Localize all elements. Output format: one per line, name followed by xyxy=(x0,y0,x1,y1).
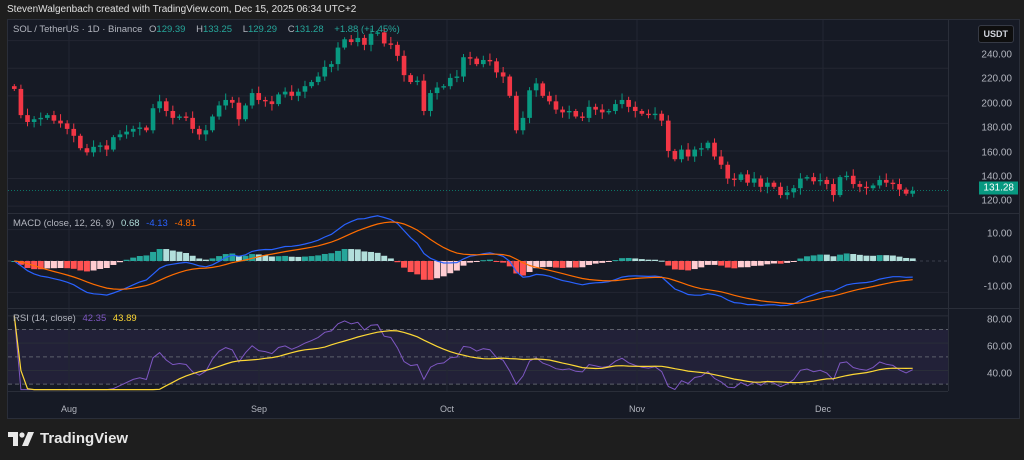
tradingview-logo[interactable]: TradingView xyxy=(8,430,128,447)
price-tick: 200.00 xyxy=(981,98,1012,110)
open-label: O xyxy=(149,24,157,35)
macd-chart xyxy=(8,214,948,308)
rsi-tick: 60.00 xyxy=(986,341,1012,353)
close-label: C xyxy=(287,24,295,35)
macd-tick: -10.00 xyxy=(983,281,1012,293)
low-value: 129.29 xyxy=(247,24,278,35)
macd-pane[interactable]: MACD (close, 12, 26, 9) 0.68 -4.13 -4.81 xyxy=(8,214,948,308)
candlestick-chart[interactable] xyxy=(8,20,948,213)
rsi-tick: 40.00 xyxy=(986,368,1012,380)
rsi-value: 42.35 xyxy=(82,313,107,324)
open-value: 129.39 xyxy=(156,24,186,35)
price-tick: 120.00 xyxy=(981,195,1012,207)
rsi-axis[interactable]: 80.00 60.00 40.00 xyxy=(948,309,1020,391)
macd-axis[interactable]: 10.00 0.00 -10.00 xyxy=(948,214,1020,308)
rsi-ma-value: 43.89 xyxy=(112,313,137,324)
close-value: 131.28 xyxy=(294,24,324,35)
currency-button[interactable]: USDT xyxy=(977,25,1014,43)
macd-title: MACD (close, 12, 26, 9) xyxy=(13,218,115,229)
pane-divider[interactable] xyxy=(8,213,1019,214)
macd-value: -4.13 xyxy=(146,218,168,229)
time-axis[interactable]: Aug Sep Oct Nov Dec xyxy=(8,392,948,418)
macd-legend: MACD (close, 12, 26, 9) 0.68 -4.13 -4.81 xyxy=(13,218,200,229)
rsi-pane[interactable]: RSI (14, close) 42.35 43.89 xyxy=(8,309,948,391)
symbol-legend: SOL / TetherUS · 1D · Binance O129.39 H1… xyxy=(13,24,404,35)
x-tick-nov: Nov xyxy=(628,404,646,414)
rsi-chart xyxy=(8,309,948,391)
time-axis-divider xyxy=(8,391,948,392)
rsi-tick: 80.00 xyxy=(986,314,1012,326)
price-tick: 140.00 xyxy=(981,171,1012,183)
low-label: L xyxy=(242,24,248,35)
high-value: 133.25 xyxy=(202,24,233,35)
brand-name: TradingView xyxy=(40,430,129,447)
high-label: H xyxy=(196,24,203,35)
x-tick-dec: Dec xyxy=(814,404,832,414)
chart-credit: StevenWalgenbach created with TradingVie… xyxy=(7,4,357,15)
chart-frame[interactable]: SOL / TetherUS · 1D · Binance O129.39 H1… xyxy=(7,19,1020,419)
price-pane[interactable]: SOL / TetherUS · 1D · Binance O129.39 H1… xyxy=(8,20,948,213)
symbol-title: SOL / TetherUS · 1D · Binance xyxy=(13,24,143,35)
price-tick: 240.00 xyxy=(981,49,1012,61)
macd-signal-value: -4.81 xyxy=(174,218,197,229)
price-tick: 180.00 xyxy=(981,122,1012,134)
last-price-tag: 131.28 xyxy=(979,181,1018,195)
macd-tick: 10.00 xyxy=(986,228,1012,240)
macd-hist-value: 0.68 xyxy=(121,218,140,229)
macd-tick: 0.00 xyxy=(992,254,1012,266)
pane-divider[interactable] xyxy=(8,308,1019,309)
price-tick: 160.00 xyxy=(981,147,1012,159)
price-tick: 220.00 xyxy=(981,73,1012,85)
tradingview-logo-icon xyxy=(8,431,34,446)
rsi-legend: RSI (14, close) 42.35 43.89 xyxy=(13,313,141,324)
x-tick-aug: Aug xyxy=(60,404,78,414)
rsi-title: RSI (14, close) xyxy=(13,313,76,324)
x-tick-oct: Oct xyxy=(439,404,455,414)
x-tick-sep: Sep xyxy=(250,404,268,414)
price-axis[interactable]: USDT 240.00 220.00 200.00 180.00 160.00 … xyxy=(948,20,1020,213)
change-value: +1.88 (+1.45%) xyxy=(334,24,400,35)
